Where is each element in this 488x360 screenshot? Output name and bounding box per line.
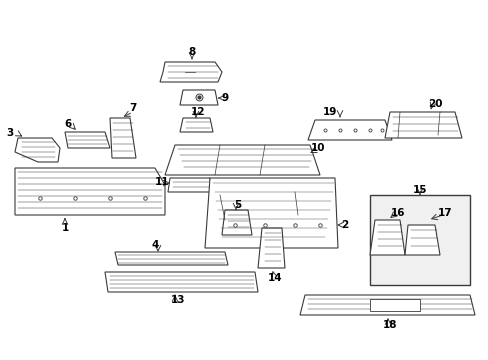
Text: 8: 8 [188, 47, 195, 57]
Polygon shape [222, 210, 251, 235]
Polygon shape [369, 220, 404, 255]
Polygon shape [299, 295, 474, 315]
Polygon shape [307, 120, 391, 140]
Polygon shape [15, 168, 164, 215]
Polygon shape [168, 178, 212, 192]
Text: 9: 9 [221, 93, 228, 103]
Text: 14: 14 [267, 273, 282, 283]
Polygon shape [15, 138, 60, 162]
Polygon shape [105, 272, 258, 292]
Text: 19: 19 [322, 107, 337, 117]
Text: 4: 4 [151, 240, 159, 250]
Text: 15: 15 [412, 185, 427, 195]
Bar [369, 299, 419, 311]
Polygon shape [258, 228, 285, 268]
Polygon shape [180, 90, 218, 105]
Text: 3: 3 [6, 128, 14, 138]
Text: 11: 11 [154, 177, 169, 187]
Polygon shape [110, 118, 136, 158]
Text: 1: 1 [61, 223, 68, 233]
Polygon shape [384, 112, 461, 138]
Text: 5: 5 [234, 200, 241, 210]
Text: 10: 10 [310, 143, 325, 153]
Polygon shape [65, 132, 110, 148]
Text: 17: 17 [437, 208, 451, 218]
Polygon shape [180, 118, 213, 132]
Polygon shape [204, 178, 337, 248]
Text: 20: 20 [427, 99, 441, 109]
Bar [369, 195, 469, 285]
Text: 18: 18 [382, 320, 396, 330]
Polygon shape [115, 252, 227, 265]
Text: 7: 7 [129, 103, 137, 113]
Text: 12: 12 [190, 107, 205, 117]
Polygon shape [404, 225, 439, 255]
Polygon shape [160, 62, 222, 82]
Text: 2: 2 [341, 220, 348, 230]
Text: 13: 13 [170, 295, 185, 305]
Polygon shape [164, 145, 319, 175]
Text: 6: 6 [64, 119, 71, 129]
Text: 16: 16 [390, 208, 405, 218]
